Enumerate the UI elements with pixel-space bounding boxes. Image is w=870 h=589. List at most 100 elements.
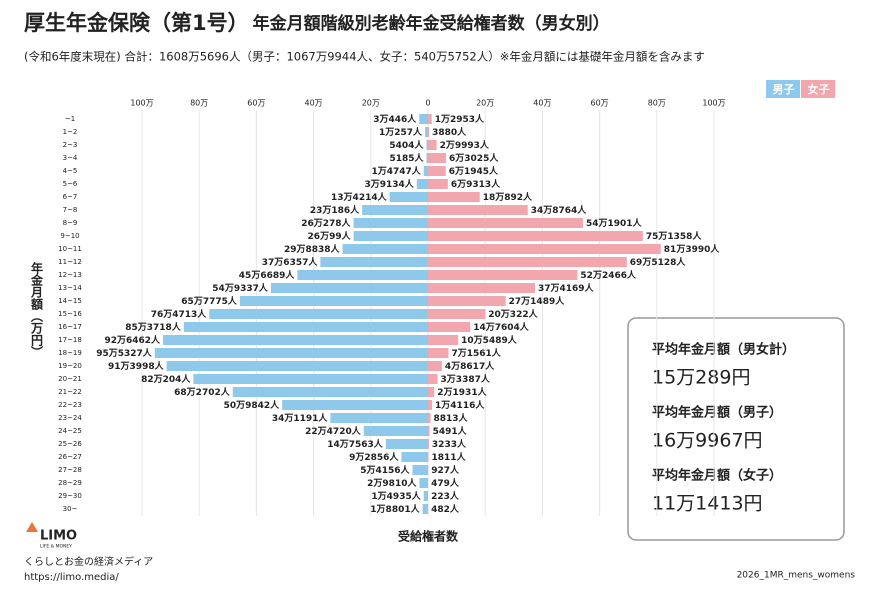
y-tick-label: 12~13 <box>58 271 82 279</box>
bar <box>166 361 429 371</box>
summary-value: 11万1413円 <box>652 493 763 515</box>
y-tick-label: 13~14 <box>58 284 82 292</box>
value-label: 1万257人 <box>379 126 423 138</box>
y-tick-label: 2~3 <box>63 141 78 149</box>
legend-label: 男子 <box>773 83 795 96</box>
y-tick-label: 23~24 <box>58 414 82 422</box>
y-tick-label: 8~9 <box>63 219 78 227</box>
bar <box>428 426 430 436</box>
subtitle: (令和6年度末現在) 合計：1608万5696人（男子：1067万9944人、女… <box>24 50 705 64</box>
value-label: 95万5327人 <box>96 347 153 359</box>
summary-label: 平均年金月額（女子） <box>652 468 782 484</box>
y-tick-label: ~1 <box>65 115 75 123</box>
bar <box>428 231 643 241</box>
value-label: 4万8617人 <box>445 360 495 372</box>
y-tick-label: 21~22 <box>58 388 82 396</box>
legend-swatch <box>801 80 835 98</box>
value-label: 7万1561人 <box>451 347 501 359</box>
bar <box>428 400 433 410</box>
summary-label: 平均年金月額（男女計） <box>652 342 795 358</box>
value-label: 5404人 <box>389 139 424 151</box>
x-tick-label: 100万 <box>702 99 725 108</box>
value-label: 76万4713人 <box>151 308 208 320</box>
bar <box>416 179 428 189</box>
bar <box>428 205 528 215</box>
value-label: 26万99人 <box>308 230 352 242</box>
y-tick-label: 17~18 <box>58 336 82 344</box>
logo: LIMO <box>40 529 77 544</box>
value-label: 45万6689人 <box>239 269 296 281</box>
summary-value: 15万289円 <box>652 367 750 389</box>
x-tick-label: 40万 <box>305 99 323 108</box>
y-tick-label: 14~15 <box>58 297 82 305</box>
bar <box>232 387 428 397</box>
value-label: 27万1489人 <box>509 295 566 307</box>
value-label: 1万4935人 <box>371 490 421 502</box>
bar <box>428 374 438 384</box>
value-label: 5万4156人 <box>360 464 410 476</box>
value-label: 5185人 <box>389 152 424 164</box>
bar <box>297 270 428 280</box>
logo-sub: LIFE & MONEY <box>40 544 72 550</box>
bar <box>428 257 627 267</box>
y-tick-label: 25~26 <box>58 440 82 448</box>
bar <box>154 348 428 358</box>
x-tick-label: 20万 <box>362 99 380 108</box>
bar <box>428 335 459 345</box>
bar <box>353 231 428 241</box>
bar <box>428 452 429 462</box>
value-label: 92万6462人 <box>104 334 161 346</box>
bar <box>428 283 536 293</box>
bar <box>282 400 428 410</box>
value-label: 37万6357人 <box>262 256 319 268</box>
value-label: 8813人 <box>434 412 469 424</box>
bar <box>428 140 437 150</box>
bar <box>428 244 661 254</box>
legend-label: 女子 <box>808 82 830 96</box>
value-label: 54万1901人 <box>586 217 643 229</box>
value-label: 6万1945人 <box>449 165 499 177</box>
value-label: 3万3387人 <box>441 373 491 385</box>
value-label: 479人 <box>431 477 460 489</box>
tagline: くらしとお金の経済メディア <box>24 555 153 568</box>
value-label: 3233人 <box>432 438 467 450</box>
y-tick-label: 20~21 <box>58 375 82 383</box>
bar <box>385 439 428 449</box>
value-label: 34万8764人 <box>531 204 588 216</box>
y-axis-label: 年金月額（万円） <box>30 261 44 358</box>
bar <box>423 491 428 501</box>
bar <box>428 348 449 358</box>
y-tick-label: 6~7 <box>63 193 78 201</box>
value-label: 3万446人 <box>373 113 417 125</box>
value-label: 2万9993人 <box>440 139 490 151</box>
value-label: 482人 <box>431 503 460 515</box>
bar <box>270 283 428 293</box>
value-label: 22万4720人 <box>305 425 362 437</box>
y-tick-label: 9~10 <box>60 232 79 240</box>
logo-icon <box>26 522 38 532</box>
x-tick-label: 40万 <box>533 99 551 108</box>
value-label: 5491人 <box>433 425 468 437</box>
bar <box>428 127 430 137</box>
bar <box>422 504 428 514</box>
value-label: 34万1191人 <box>272 412 329 424</box>
x-tick-label: 80万 <box>190 99 208 108</box>
y-tick-label: 26~27 <box>58 453 82 461</box>
value-label: 85万3718人 <box>125 321 182 333</box>
bar <box>363 426 428 436</box>
bar <box>419 114 428 124</box>
value-label: 29万8838人 <box>284 243 341 255</box>
value-label: 9万2856人 <box>349 451 399 463</box>
value-label: 18万892人 <box>483 191 533 203</box>
value-label: 26万278人 <box>301 217 351 229</box>
legend-swatch <box>766 80 800 98</box>
y-tick-label: 1~2 <box>63 128 78 136</box>
y-tick-label: 3~4 <box>63 154 78 162</box>
value-label: 3万9134人 <box>364 178 414 190</box>
x-tick-label: 0 <box>425 99 430 108</box>
value-label: 1万8801人 <box>370 503 420 515</box>
url: https://limo.media/ <box>24 572 119 583</box>
bar <box>425 127 428 137</box>
